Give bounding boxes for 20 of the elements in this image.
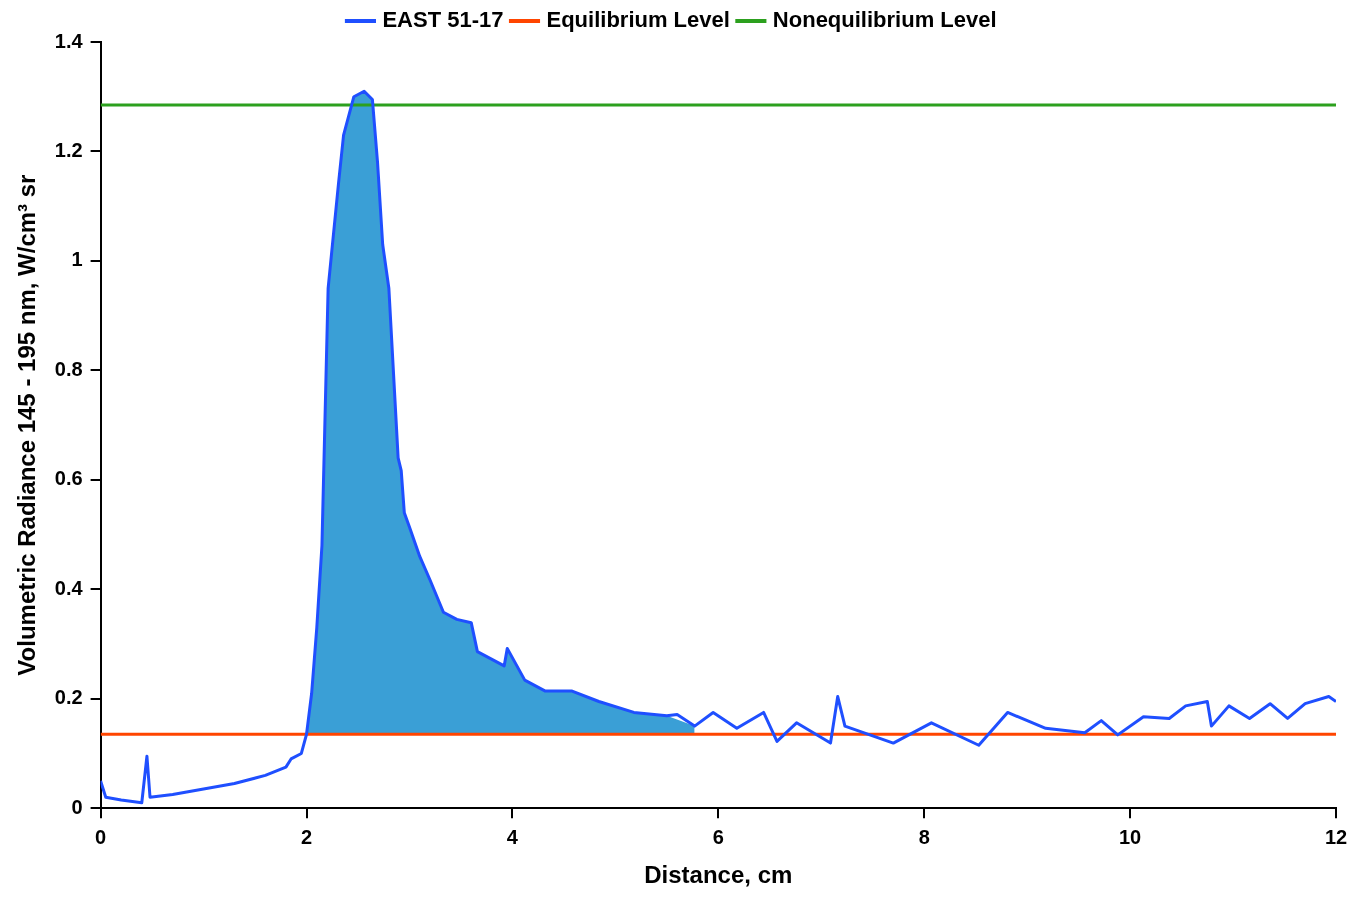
x-tick-label: 2 [300,825,313,848]
x-tick-label: 10 [1118,825,1142,848]
y-tick-label: 0 [71,795,83,818]
y-tick-label: 0.8 [54,357,83,380]
y-tick-label: 1.4 [54,29,84,52]
legend-label: Nonequilibrium Level [772,7,997,33]
x-tick-label: 8 [918,825,930,848]
x-tick-label: 4 [506,825,519,848]
y-axis-title: Volumetric Radiance 145 - 195 nm, W/cm³ sr [13,174,41,676]
x-tick-label: 12 [1324,825,1348,848]
x-axis-title: Distance, cm [644,861,793,889]
x-tick-label: 6 [712,825,724,848]
x-tick-label: 0 [95,825,107,848]
y-tick-label: 0.2 [54,686,83,709]
legend-label: EAST 51-17 [382,7,504,33]
y-tick-label: 1 [71,248,83,271]
y-tick-label: 0.6 [54,467,83,490]
y-tick-label: 0.4 [54,576,84,599]
legend-label: Equilibrium Level [546,7,730,33]
y-tick-label: 1.2 [54,138,83,161]
